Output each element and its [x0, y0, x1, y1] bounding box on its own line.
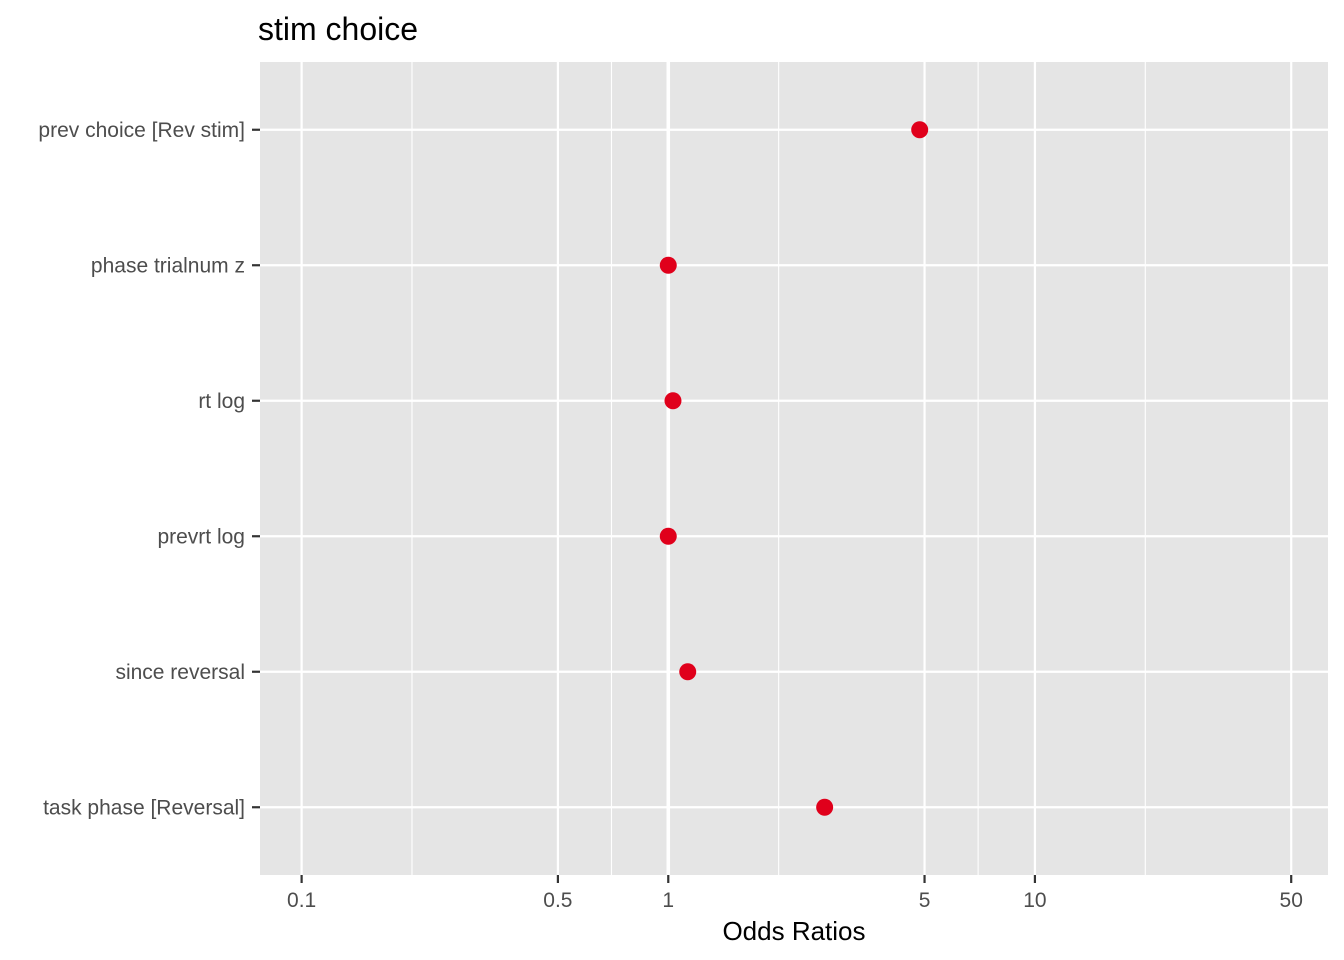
x-tick-label: 0.5	[543, 889, 572, 912]
data-point	[664, 392, 682, 410]
x-tick-label: 0.1	[287, 889, 316, 912]
minor-gridlines	[411, 62, 1146, 875]
y-tick-label: prev choice [Rev stim]	[38, 119, 245, 142]
major-gridlines	[260, 62, 1328, 875]
x-tick-label: 10	[1023, 889, 1046, 912]
y-tick-label: since reversal	[115, 661, 245, 684]
plot-panel	[260, 62, 1328, 875]
data-point	[911, 121, 929, 139]
data-point	[679, 663, 697, 681]
data-point	[659, 256, 677, 274]
data-point	[816, 798, 834, 816]
y-tick-label: rt log	[198, 390, 245, 413]
y-axis: prev choice [Rev stim] phase trialnum z rt…	[38, 119, 260, 819]
data-points	[659, 121, 929, 816]
y-tick-label: prevrt log	[157, 525, 245, 548]
x-tick-label: 1	[662, 889, 674, 912]
y-tick-label: phase trialnum z	[91, 254, 245, 277]
x-axis: 0.1 0.5 1 5 10 50	[287, 875, 1303, 912]
data-point	[659, 527, 677, 545]
y-tick-label: task phase [Reversal]	[43, 796, 245, 819]
x-axis-label: Odds Ratios	[722, 916, 865, 946]
x-tick-label: 5	[919, 889, 931, 912]
chart-title: stim choice	[258, 11, 418, 47]
x-tick-label: 50	[1280, 889, 1303, 912]
